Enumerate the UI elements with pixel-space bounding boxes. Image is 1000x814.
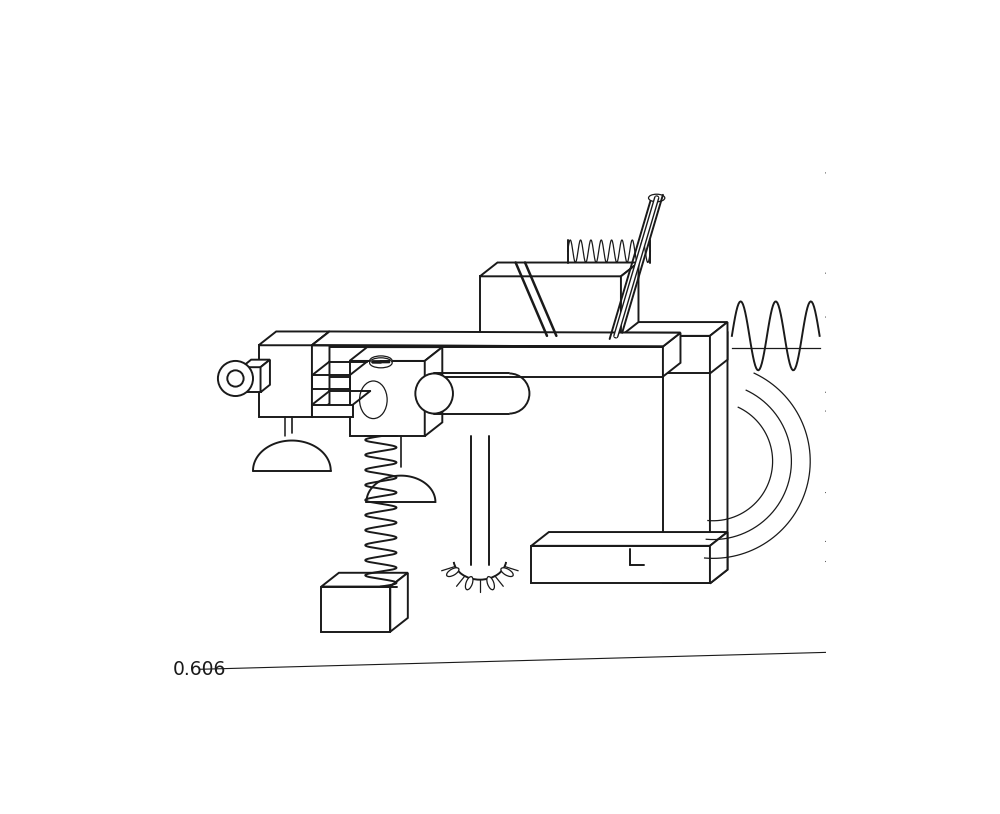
- Bar: [259, 345, 312, 418]
- Ellipse shape: [465, 576, 473, 589]
- Polygon shape: [710, 331, 727, 584]
- Polygon shape: [531, 532, 727, 546]
- Circle shape: [218, 361, 253, 396]
- Polygon shape: [350, 347, 442, 361]
- Polygon shape: [242, 360, 270, 367]
- Bar: [350, 361, 425, 436]
- Bar: [312, 405, 353, 418]
- Ellipse shape: [649, 195, 665, 202]
- Bar: [271, 347, 663, 377]
- Ellipse shape: [501, 567, 513, 576]
- Bar: [242, 367, 261, 392]
- Bar: [663, 345, 710, 584]
- Text: 0.606: 0.606: [172, 660, 226, 679]
- Circle shape: [227, 370, 244, 387]
- Polygon shape: [710, 532, 727, 584]
- Bar: [321, 587, 390, 632]
- Polygon shape: [312, 331, 329, 418]
- Polygon shape: [710, 322, 727, 374]
- Polygon shape: [321, 573, 408, 587]
- Polygon shape: [481, 322, 727, 336]
- Polygon shape: [261, 360, 270, 392]
- Polygon shape: [480, 263, 638, 276]
- Polygon shape: [663, 333, 680, 377]
- Bar: [531, 546, 710, 584]
- Polygon shape: [425, 347, 442, 436]
- Ellipse shape: [370, 358, 392, 368]
- Ellipse shape: [487, 576, 494, 589]
- Bar: [481, 336, 710, 374]
- Ellipse shape: [447, 567, 459, 576]
- Polygon shape: [621, 263, 638, 336]
- Polygon shape: [259, 331, 329, 345]
- Polygon shape: [390, 573, 408, 632]
- Polygon shape: [663, 331, 727, 345]
- Polygon shape: [271, 333, 680, 347]
- Ellipse shape: [360, 381, 387, 418]
- Polygon shape: [312, 331, 680, 347]
- Ellipse shape: [415, 374, 453, 414]
- Ellipse shape: [370, 356, 392, 366]
- Bar: [480, 276, 621, 336]
